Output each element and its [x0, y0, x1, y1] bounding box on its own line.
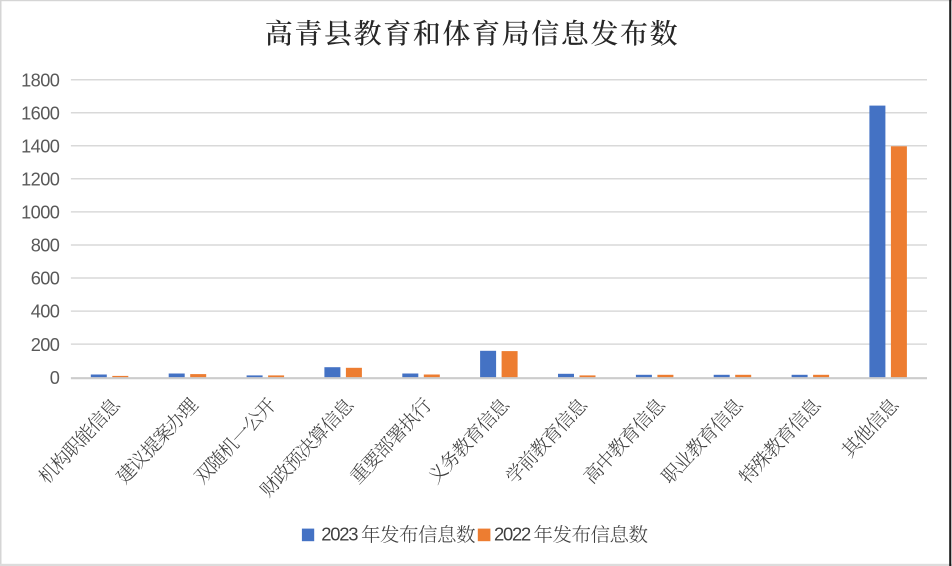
- svg-text:200: 200: [31, 335, 60, 355]
- svg-text:800: 800: [31, 236, 60, 256]
- svg-text:2023: 2023: [321, 523, 358, 544]
- svg-text:1400: 1400: [21, 136, 60, 156]
- svg-text:1200: 1200: [21, 170, 60, 190]
- svg-text:1000: 1000: [21, 203, 60, 223]
- svg-text:1600: 1600: [21, 103, 60, 123]
- svg-text:2022: 2022: [494, 523, 531, 544]
- svg-text:400: 400: [31, 302, 60, 322]
- svg-text:600: 600: [31, 269, 60, 289]
- svg-text:1800: 1800: [21, 70, 60, 90]
- svg-text:0: 0: [50, 368, 60, 388]
